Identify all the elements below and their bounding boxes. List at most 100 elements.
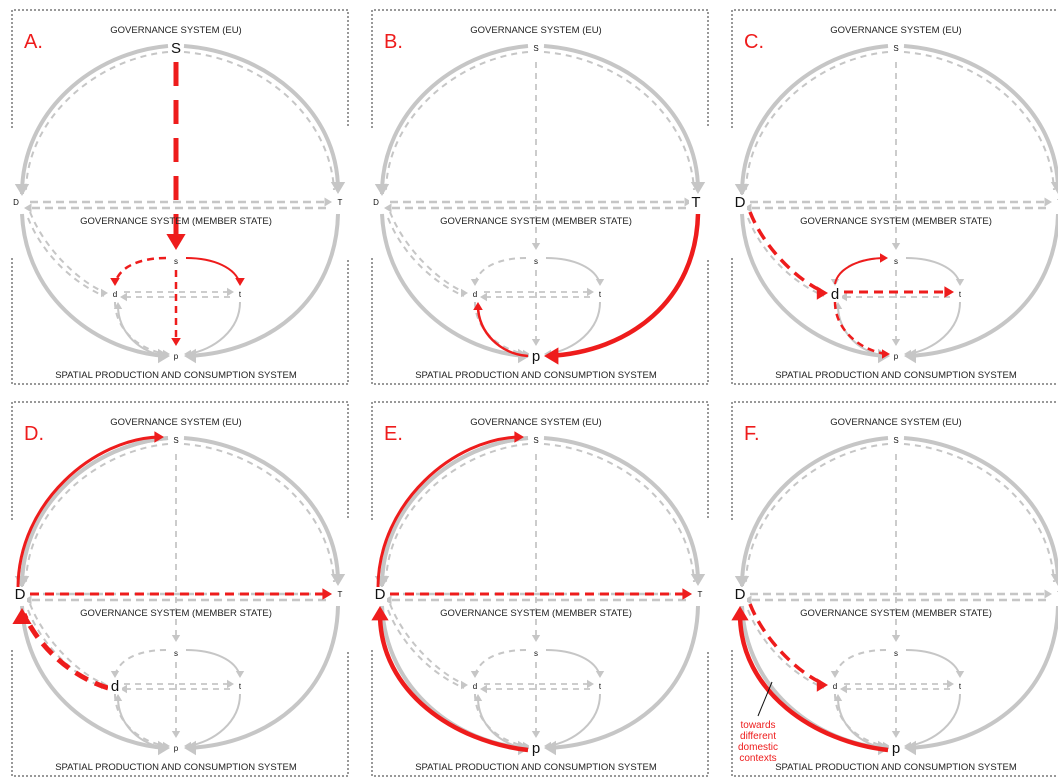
- member-state-system-label: GOVERNANCE SYSTEM (MEMBER STATE): [440, 608, 632, 619]
- node-d: d: [473, 290, 477, 299]
- arrowhead-S-T: [690, 574, 706, 586]
- arrow-S-D2: [385, 51, 529, 191]
- node-bg-t: [956, 682, 964, 691]
- arrowhead-D-S: [154, 431, 164, 443]
- arrowhead-s-d: [470, 671, 480, 678]
- arrowhead-d-t: [944, 286, 954, 298]
- node-s: s: [894, 649, 898, 658]
- arrow-S-T2: [183, 443, 335, 583]
- node-bg-s: [172, 257, 180, 266]
- panel-c: GOVERNANCE SYSTEM (EU) GOVERNANCE SYSTEM …: [720, 0, 1058, 392]
- arrowhead-d-t: [587, 679, 594, 689]
- node-t: t: [959, 682, 962, 691]
- arrowhead-t-d: [120, 292, 127, 302]
- spc-frame: [11, 258, 349, 385]
- arrow-D-d: [389, 211, 465, 293]
- arrowhead-t-p: [904, 741, 911, 751]
- node-bg-D: [733, 195, 747, 210]
- arrowhead-t-d: [120, 684, 127, 694]
- arrow-D-S-highlight: [376, 435, 521, 589]
- node-bg-T: [1056, 198, 1058, 207]
- node-s: s: [534, 649, 538, 658]
- arrow-S-D: [380, 436, 529, 587]
- panel-e: GOVERNANCE SYSTEM (EU) GOVERNANCE SYSTEM …: [360, 392, 720, 784]
- arrowhead-S-s: [891, 635, 901, 642]
- arrow-p-d-highlight: [476, 305, 529, 358]
- arrow-S-D: [20, 436, 169, 587]
- eu-frame: [371, 9, 709, 128]
- node-bg-s: [892, 649, 900, 658]
- arrowhead-D-T: [1044, 197, 1052, 207]
- arrow-d-D-highlight: [21, 612, 109, 691]
- eu-frame: [11, 401, 349, 520]
- arrow-S-T: [543, 44, 700, 191]
- node-bg-S: [169, 41, 183, 56]
- node-S: S: [533, 436, 538, 445]
- arrow-d-p: [114, 301, 167, 355]
- node-s: s: [894, 257, 898, 266]
- node-bg-p: [892, 352, 900, 361]
- arrowhead-T-D: [384, 595, 392, 605]
- node-bg-t: [596, 682, 604, 691]
- arrowhead-D-T: [322, 588, 332, 600]
- node-d: d: [473, 682, 477, 691]
- node-bg-T: [689, 195, 703, 210]
- eu-frame: [731, 401, 1058, 520]
- arrowhead-T-D: [744, 203, 752, 213]
- arrow-t-p: [547, 301, 601, 355]
- node-bg-D: [12, 198, 20, 207]
- arrowhead-d-t: [227, 679, 234, 689]
- arrow-s-t: [905, 257, 961, 285]
- node-bg-s: [532, 649, 540, 658]
- arrow-D-p: [380, 213, 527, 358]
- arrowhead-t-d: [840, 684, 847, 694]
- annotation-line: domestic: [738, 742, 778, 753]
- arrow-p-d: [117, 305, 169, 357]
- arrow-D-p: [20, 213, 167, 358]
- node-bg-S: [172, 436, 180, 445]
- node-bg-d: [828, 287, 842, 302]
- panel-letter: C.: [744, 31, 764, 53]
- node-bg-p: [529, 349, 543, 364]
- node-D: D: [373, 198, 379, 207]
- arrowhead-s-d: [470, 279, 480, 286]
- arrow-t-p: [907, 301, 961, 355]
- arrowhead-D-T: [684, 197, 692, 207]
- arrow-s-t: [905, 649, 961, 677]
- arrow-D-d2: [27, 609, 105, 689]
- arrow-t-p: [187, 693, 241, 747]
- arrow-S-T: [183, 436, 340, 583]
- node-D: D: [375, 586, 386, 603]
- spatial-system-label: SPATIAL PRODUCTION AND CONSUMPTION SYSTE…: [775, 370, 1017, 381]
- node-bg-S: [532, 44, 540, 53]
- arrowhead-s-t: [235, 671, 245, 678]
- arrow-s-t-highlight: [185, 257, 241, 285]
- spatial-system-label: SPATIAL PRODUCTION AND CONSUMPTION SYSTE…: [415, 762, 657, 773]
- node-s: s: [174, 257, 178, 266]
- arrowhead-S-T: [690, 182, 706, 194]
- arrow-D-p: [740, 213, 887, 358]
- arrowhead-T-D: [24, 203, 32, 213]
- node-T: T: [338, 198, 343, 207]
- node-T: T: [698, 590, 703, 599]
- arrowhead-t-p: [904, 349, 911, 359]
- node-S: S: [893, 436, 898, 445]
- eu-system-label: GOVERNANCE SYSTEM (EU): [110, 417, 241, 428]
- arrow-D-d-highlight: [748, 603, 825, 686]
- eu-system-label: GOVERNANCE SYSTEM (EU): [830, 25, 961, 36]
- arrow-d-p-highlight: [833, 301, 887, 356]
- arrowhead-S-T: [1050, 574, 1058, 586]
- arrowhead-s-t: [595, 671, 605, 678]
- arrow-d-s-highlight: [834, 257, 887, 285]
- arrowhead-s-t: [955, 671, 965, 678]
- arrowhead-T-D: [384, 203, 392, 213]
- node-D: D: [15, 586, 26, 603]
- arrowhead-p-d: [833, 694, 843, 701]
- node-d: d: [831, 286, 839, 303]
- arrowhead-s-p: [891, 339, 901, 346]
- arrowhead-s-d: [110, 671, 120, 678]
- arrow-T-p: [907, 605, 1058, 750]
- arrow-S-D: [740, 44, 889, 195]
- arrowhead-S-s: [531, 635, 541, 642]
- node-bg-T: [1056, 590, 1058, 599]
